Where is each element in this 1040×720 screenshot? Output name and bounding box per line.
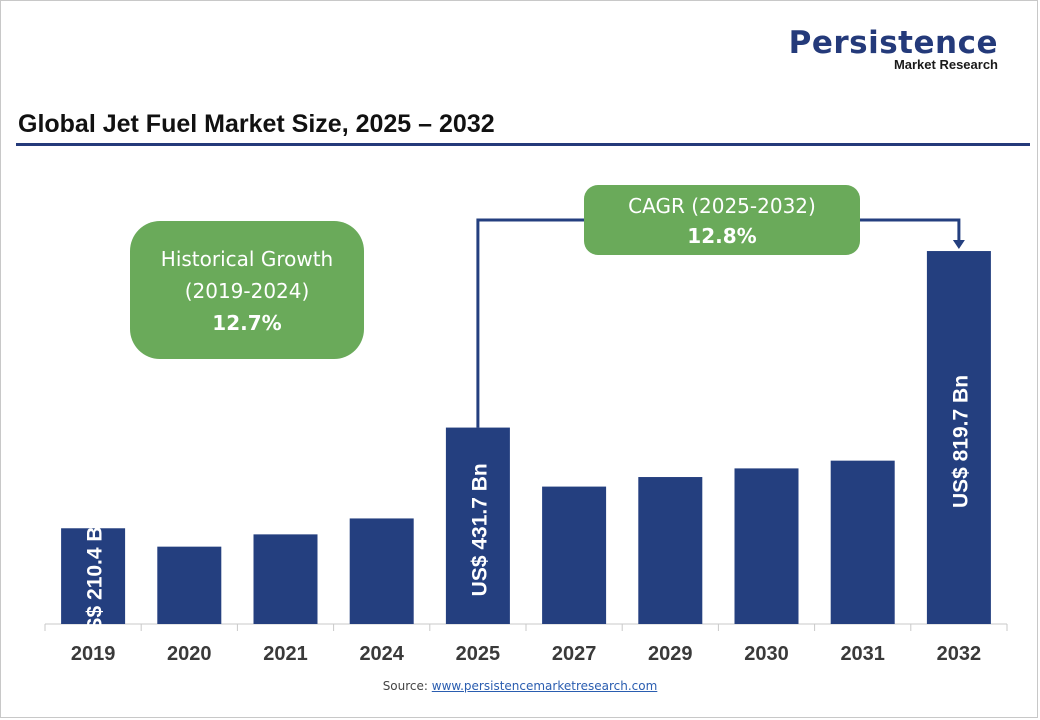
bar-2032: [926, 251, 991, 624]
logo-main-text: Persistence: [788, 25, 998, 61]
source-note: Source: www.persistencemarketresearch.co…: [0, 679, 1040, 693]
bar-2019: [61, 528, 126, 624]
x-tick-label-2019: 2019: [71, 643, 116, 665]
x-tick-label-2020: 2020: [167, 643, 212, 665]
bar-2020: [157, 546, 222, 624]
historical-growth-callout: [130, 221, 364, 359]
cagr-connector-arrowhead: [952, 240, 965, 250]
bar-2021: [253, 534, 318, 624]
source-link[interactable]: www.persistencemarketresearch.com: [431, 679, 658, 693]
x-tick-label-2025: 2025: [456, 643, 501, 665]
logo-sub-text: Market Research: [893, 57, 998, 72]
bar-2030: [734, 468, 799, 624]
cagr-callout: [584, 185, 860, 255]
x-tick-label-2029: 2029: [648, 643, 693, 665]
chart-title: Global Jet Fuel Market Size, 2025 – 2032: [18, 110, 495, 138]
historical-growth-period: (2019-2024): [185, 279, 310, 303]
bar-2029: [638, 477, 703, 624]
cagr-label: CAGR (2025-2032): [628, 194, 816, 218]
title-divider: [16, 143, 1030, 146]
cagr-value: 12.8%: [687, 224, 756, 248]
source-label: Source:: [382, 679, 432, 693]
x-tick-label-2021: 2021: [263, 643, 308, 665]
bar-2024: [349, 518, 414, 624]
x-tick-label-2030: 2030: [744, 643, 789, 665]
x-tick-label-2024: 2024: [359, 643, 404, 665]
data-label-2032: US$ 819.7 Bn: [949, 375, 972, 508]
x-tick-label-2032: 2032: [937, 643, 982, 665]
data-label-2025: US$ 431.7 Bn: [468, 463, 491, 596]
x-tick-label-2031: 2031: [840, 643, 885, 665]
bar-2025: [445, 427, 510, 624]
historical-growth-value: 12.7%: [212, 311, 281, 335]
brand-logo: Persistence Market Research: [789, 26, 998, 72]
historical-growth-label: Historical Growth: [161, 247, 333, 271]
data-label-2019: US$ 210.4 Bn: [84, 514, 107, 647]
bar-2027: [542, 486, 607, 624]
x-tick-label-2027: 2027: [552, 643, 597, 665]
bar-2031: [830, 460, 895, 624]
